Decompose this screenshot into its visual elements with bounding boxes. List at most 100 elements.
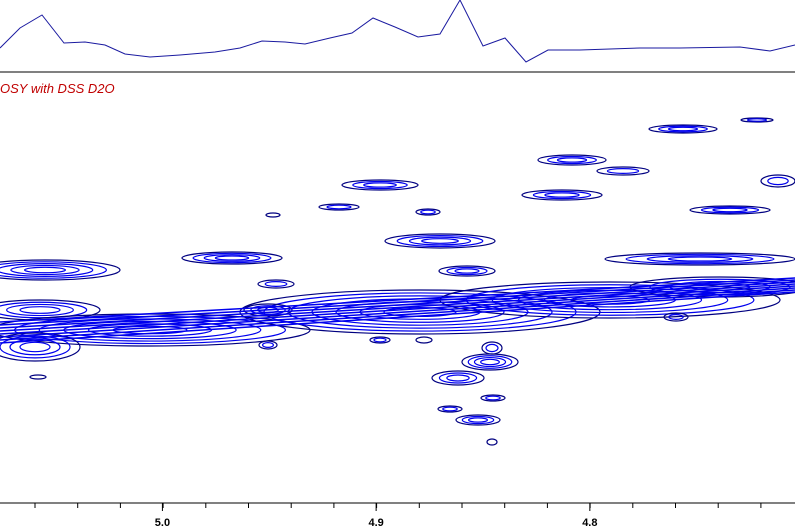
contour: [352, 180, 408, 190]
contour: [480, 358, 500, 366]
contour: [648, 124, 718, 134]
contour: [369, 336, 391, 344]
contour: [604, 252, 795, 266]
contour: [262, 342, 275, 349]
contour: [214, 255, 250, 261]
contour: [181, 251, 283, 265]
contour: [9, 338, 61, 356]
contour: [438, 265, 496, 277]
contour: [667, 256, 733, 262]
projection-trace: [0, 0, 795, 63]
contour: [625, 253, 775, 265]
contour: [556, 157, 588, 163]
contour: [767, 176, 789, 186]
contour: [243, 303, 293, 317]
contour: [606, 168, 640, 175]
x-tick-label: 4.9: [368, 517, 383, 529]
contour: [257, 279, 295, 289]
minor-ticks: [34, 503, 762, 508]
x-tick-label: 5.0: [155, 517, 170, 529]
contour: [438, 372, 478, 384]
contour: [486, 438, 498, 446]
contour: [29, 374, 47, 380]
x-ticks: 5.0 4.9 4.8: [155, 503, 597, 529]
contour: [746, 118, 768, 122]
contour: [192, 252, 272, 264]
contour: [6, 303, 74, 317]
contour: [415, 208, 441, 216]
contour: [431, 370, 485, 386]
chart-title: OSY with DSS D2O: [0, 81, 115, 96]
contour: [264, 281, 288, 288]
contour: [23, 266, 67, 274]
contour: [461, 353, 519, 371]
contour: [408, 236, 472, 246]
contour: [740, 117, 774, 123]
contour: [442, 406, 458, 412]
contour: [480, 394, 506, 402]
contour: [0, 261, 107, 279]
contour: [455, 414, 501, 426]
contour: [341, 179, 419, 191]
contour-ridge: [0, 289, 795, 341]
contour: [0, 263, 94, 277]
contour: [532, 190, 592, 200]
contour: [646, 255, 754, 263]
contour: [481, 341, 503, 355]
contour: [318, 203, 360, 211]
contour: [326, 204, 352, 210]
contour: [258, 340, 278, 350]
contour: [0, 335, 71, 359]
contour: [0, 259, 121, 281]
contour-ridge: [0, 287, 795, 338]
contours: [0, 117, 795, 446]
contour: [465, 284, 755, 316]
contour-ridge: [0, 277, 795, 323]
contour: [19, 341, 51, 353]
contour: [373, 337, 387, 343]
contour: [446, 374, 470, 382]
contour: [461, 415, 495, 425]
contour-ridge: [0, 281, 795, 329]
contour: [467, 355, 513, 369]
contour: [384, 233, 496, 249]
contour: [521, 189, 603, 201]
contour-ridge: [0, 285, 795, 335]
contour-ridge: [0, 279, 795, 326]
contour: [547, 155, 597, 165]
contour: [663, 312, 689, 322]
contour: [700, 206, 760, 214]
contour: [537, 154, 607, 166]
contour-ridge: [0, 283, 795, 332]
contour: [689, 205, 771, 215]
contour: [421, 238, 459, 244]
contour: [396, 234, 484, 248]
contour: [454, 268, 480, 274]
contour: [596, 166, 650, 176]
contour: [473, 356, 507, 368]
contour: [363, 182, 397, 188]
contour: [10, 264, 80, 276]
contour: [658, 125, 708, 133]
contour: [668, 314, 684, 321]
x-tick-label: 4.8: [582, 517, 597, 529]
contour-ridge: [0, 291, 795, 344]
contour: [467, 417, 489, 423]
contour: [760, 174, 795, 188]
contour: [19, 306, 61, 314]
contour: [485, 343, 499, 353]
contour: [415, 336, 433, 344]
contour: [420, 209, 436, 215]
contour: [446, 266, 488, 276]
contour: [544, 192, 580, 198]
contour: [667, 126, 699, 132]
contour: [203, 254, 261, 262]
contour: [265, 212, 281, 218]
contour: [0, 332, 81, 362]
contour: [712, 207, 748, 213]
contour: [485, 395, 501, 401]
contour: [250, 305, 286, 315]
contour: [437, 405, 463, 413]
